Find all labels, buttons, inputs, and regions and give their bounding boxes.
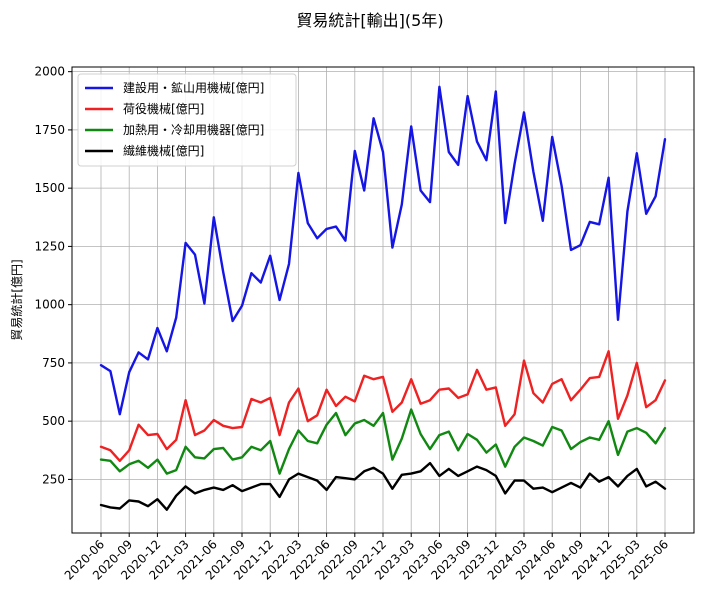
y-tick-label: 750 xyxy=(42,356,65,370)
series-line-3 xyxy=(99,408,667,475)
legend: 建設用・鉱山用機械[億円] 荷役機械[億円] 加熱用・冷却用機器[億円] 繊維機械[億… xyxy=(77,73,297,167)
legend-box xyxy=(77,73,297,167)
legend-label-4: 繊維機械[億円] xyxy=(123,143,204,158)
y-axis-label: 貿易統計[億円] xyxy=(9,259,24,340)
y-tick-label: 2000 xyxy=(34,65,65,79)
chart-title: 貿易統計[輸出](5年) xyxy=(296,11,443,30)
series-layer xyxy=(99,85,667,511)
legend-label-2: 荷役機械[億円] xyxy=(123,101,204,116)
y-tick-label: 250 xyxy=(42,472,65,486)
y-tick-label: 1750 xyxy=(34,123,65,137)
y-tick-label: 1000 xyxy=(34,298,65,312)
legend-label-3: 加熱用・冷却用機器[億円] xyxy=(123,122,264,137)
y-tick-label: 1500 xyxy=(34,181,65,195)
series-line-1 xyxy=(99,85,667,416)
legend-label-1: 建設用・鉱山用機械[億円] xyxy=(123,80,264,95)
x-axis: 2020-062020-092020-122021-032021-062021-… xyxy=(62,533,671,583)
y-axis: 250 500 750 1000 1250 1500 1750 2000 xyxy=(34,65,72,486)
y-tick-label: 500 xyxy=(42,414,65,428)
y-tick-label: 1250 xyxy=(34,239,65,253)
series-line-4 xyxy=(99,461,667,511)
series-line-2 xyxy=(99,350,667,462)
